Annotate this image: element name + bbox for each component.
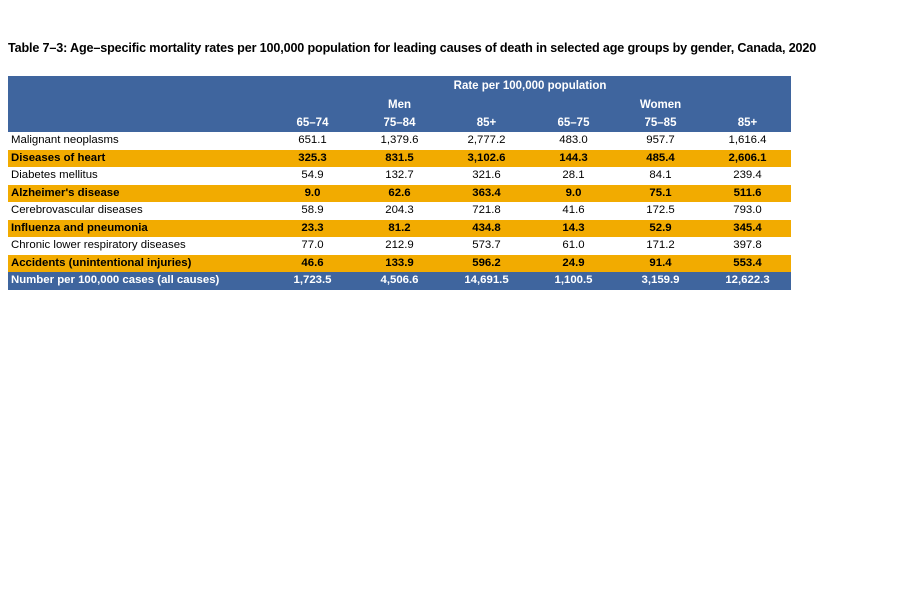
cell-men-85-plus: 321.6	[443, 167, 530, 185]
cell-women-85-plus: 397.8	[704, 237, 792, 255]
header-rate-per-100000: Rate per 100,000 population	[269, 76, 792, 96]
header-men-75-84: 75–84	[356, 114, 443, 132]
cell-women-65-75: 144.3	[530, 149, 617, 167]
cell-men-75-84: 212.9	[356, 237, 443, 255]
mortality-table-container: Rate per 100,000 population Men Women 65…	[8, 76, 792, 290]
cell-women-85-plus: 345.4	[704, 219, 792, 237]
cell-men-75-84: 1,379.6	[356, 132, 443, 150]
cell-total-women-65-75: 1,100.5	[530, 272, 617, 290]
row-label: Diabetes mellitus	[8, 167, 269, 185]
cell-men-75-84: 81.2	[356, 219, 443, 237]
cell-women-75-85: 957.7	[617, 132, 704, 150]
row-label-total: Number per 100,000 cases (all causes)	[8, 272, 269, 290]
header-men-85-plus: 85+	[443, 114, 530, 132]
row-label: Accidents (unintentional injuries)	[8, 254, 269, 272]
header-corner-blank	[8, 76, 269, 96]
cell-men-65-74: 23.3	[269, 219, 356, 237]
table-row: Chronic lower respiratory diseases 77.0 …	[8, 237, 792, 255]
table-row: Diabetes mellitus 54.9 132.7 321.6 28.1 …	[8, 167, 792, 185]
cell-men-85-plus: 3,102.6	[443, 149, 530, 167]
row-label: Diseases of heart	[8, 149, 269, 167]
cell-total-men-85-plus: 14,691.5	[443, 272, 530, 290]
cell-men-65-74: 58.9	[269, 202, 356, 220]
row-label: Influenza and pneumonia	[8, 219, 269, 237]
cell-men-85-plus: 2,777.2	[443, 132, 530, 150]
cell-total-women-85-plus: 12,622.3	[704, 272, 792, 290]
cell-total-men-75-84: 4,506.6	[356, 272, 443, 290]
header-women-65-75: 65–75	[530, 114, 617, 132]
header-row-rate: Rate per 100,000 population	[8, 76, 792, 96]
row-label: Chronic lower respiratory diseases	[8, 237, 269, 255]
cell-women-65-75: 24.9	[530, 254, 617, 272]
table-row-total: Number per 100,000 cases (all causes) 1,…	[8, 272, 792, 290]
row-label: Alzheimer's disease	[8, 184, 269, 202]
table-row: Accidents (unintentional injuries) 46.6 …	[8, 254, 792, 272]
cell-men-75-84: 831.5	[356, 149, 443, 167]
cell-men-65-74: 325.3	[269, 149, 356, 167]
mortality-table: Rate per 100,000 population Men Women 65…	[8, 76, 792, 290]
cell-women-75-85: 485.4	[617, 149, 704, 167]
cell-women-85-plus: 793.0	[704, 202, 792, 220]
table-row: Influenza and pneumonia 23.3 81.2 434.8 …	[8, 219, 792, 237]
cell-women-65-75: 41.6	[530, 202, 617, 220]
cell-men-85-plus: 363.4	[443, 184, 530, 202]
cell-men-85-plus: 434.8	[443, 219, 530, 237]
cell-men-75-84: 132.7	[356, 167, 443, 185]
table-body: Malignant neoplasms 651.1 1,379.6 2,777.…	[8, 132, 792, 290]
cell-men-75-84: 204.3	[356, 202, 443, 220]
header-age-blank	[8, 114, 269, 132]
cell-women-85-plus: 239.4	[704, 167, 792, 185]
cell-women-65-75: 14.3	[530, 219, 617, 237]
cell-women-65-75: 28.1	[530, 167, 617, 185]
cell-women-85-plus: 1,616.4	[704, 132, 792, 150]
header-women-85-plus: 85+	[704, 114, 792, 132]
cell-men-65-74: 46.6	[269, 254, 356, 272]
cell-women-65-75: 483.0	[530, 132, 617, 150]
cell-men-85-plus: 596.2	[443, 254, 530, 272]
cell-total-men-65-74: 1,723.5	[269, 272, 356, 290]
table-row: Cerebrovascular diseases 58.9 204.3 721.…	[8, 202, 792, 220]
cell-women-75-85: 75.1	[617, 184, 704, 202]
header-row-age-bands: 65–74 75–84 85+ 65–75 75–85 85+	[8, 114, 792, 132]
table-row: Alzheimer's disease 9.0 62.6 363.4 9.0 7…	[8, 184, 792, 202]
header-group-men: Men	[269, 96, 530, 114]
row-label: Cerebrovascular diseases	[8, 202, 269, 220]
cell-women-85-plus: 511.6	[704, 184, 792, 202]
cell-men-65-74: 651.1	[269, 132, 356, 150]
cell-women-75-85: 84.1	[617, 167, 704, 185]
cell-men-65-74: 9.0	[269, 184, 356, 202]
cell-women-75-85: 91.4	[617, 254, 704, 272]
cell-men-65-74: 54.9	[269, 167, 356, 185]
cell-women-75-85: 52.9	[617, 219, 704, 237]
cell-men-85-plus: 721.8	[443, 202, 530, 220]
cell-men-85-plus: 573.7	[443, 237, 530, 255]
table-row: Malignant neoplasms 651.1 1,379.6 2,777.…	[8, 132, 792, 150]
cell-men-75-84: 62.6	[356, 184, 443, 202]
cell-men-75-84: 133.9	[356, 254, 443, 272]
row-label: Malignant neoplasms	[8, 132, 269, 150]
cell-women-75-85: 172.5	[617, 202, 704, 220]
table-title: Table 7–3: Age–specific mortality rates …	[8, 41, 817, 55]
header-row-gender: Men Women	[8, 96, 792, 114]
header-women-75-85: 75–85	[617, 114, 704, 132]
cell-total-women-75-85: 3,159.9	[617, 272, 704, 290]
cell-women-65-75: 9.0	[530, 184, 617, 202]
header-gender-blank	[8, 96, 269, 114]
cell-women-85-plus: 553.4	[704, 254, 792, 272]
cell-women-75-85: 171.2	[617, 237, 704, 255]
header-men-65-74: 65–74	[269, 114, 356, 132]
table-head: Rate per 100,000 population Men Women 65…	[8, 76, 792, 132]
cell-women-85-plus: 2,606.1	[704, 149, 792, 167]
table-row: Diseases of heart 325.3 831.5 3,102.6 14…	[8, 149, 792, 167]
cell-women-65-75: 61.0	[530, 237, 617, 255]
cell-men-65-74: 77.0	[269, 237, 356, 255]
header-group-women: Women	[530, 96, 792, 114]
